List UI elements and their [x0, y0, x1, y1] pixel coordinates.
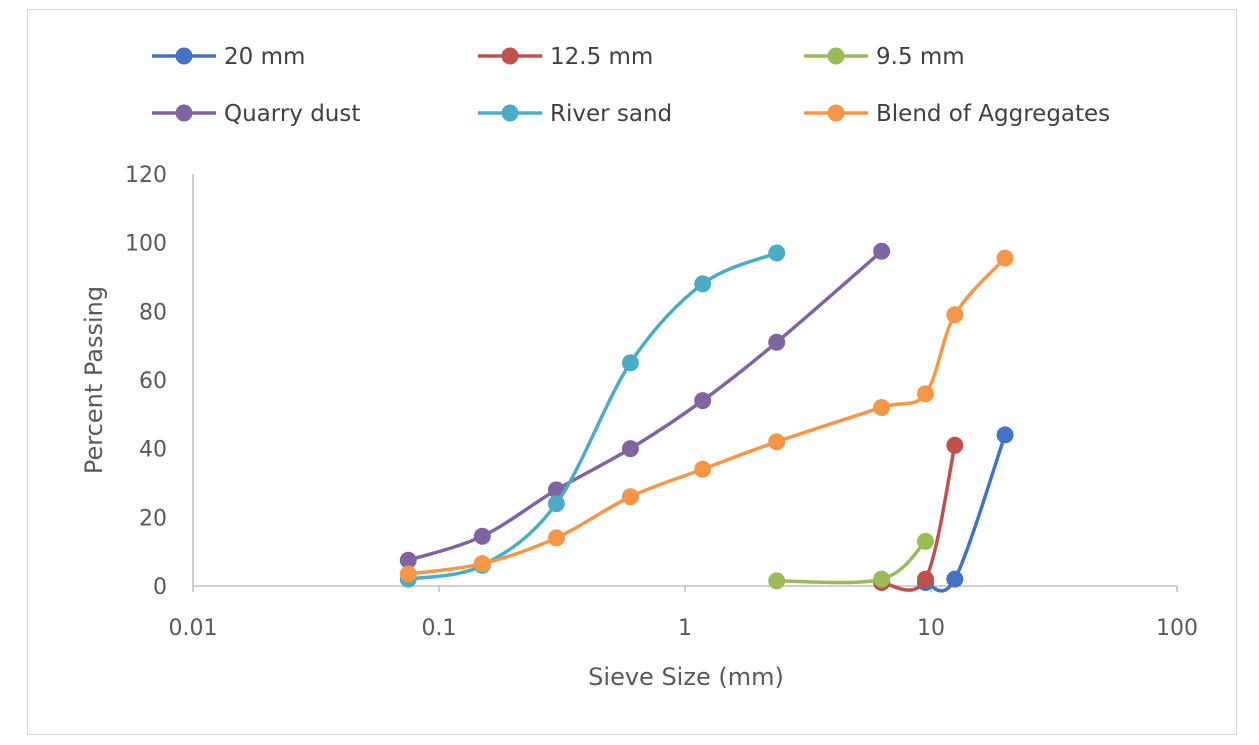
data-point-quarry-dust — [694, 392, 712, 410]
data-point-river-sand — [547, 495, 565, 513]
series-line-quarry-dust — [406, 249, 884, 562]
data-point-blend-of-aggregates — [473, 555, 491, 573]
data-point-blend-of-aggregates — [873, 398, 891, 416]
y-tick-label: 0 — [153, 575, 167, 600]
data-point-20-mm — [996, 426, 1014, 444]
legend-item-quarry-dust: Quarry dust — [152, 101, 360, 127]
legend-label: 9.5 mm — [876, 44, 965, 70]
data-point-9-5-mm — [873, 570, 891, 588]
y-tick-label: 60 — [139, 369, 167, 394]
legend-label: Blend of Aggregates — [876, 101, 1110, 127]
legend-item-20-mm: 20 mm — [152, 44, 305, 70]
chart-frame — [27, 9, 1237, 735]
data-point-river-sand — [694, 275, 712, 293]
x-axis-title: Sieve Size (mm) — [588, 663, 784, 691]
data-point-12-5-mm — [917, 570, 935, 588]
data-point-river-sand — [621, 354, 639, 372]
legend-swatch-marker — [827, 47, 845, 65]
legend-item-river-sand: River sand — [478, 101, 672, 127]
data-point-blend-of-aggregates — [768, 433, 786, 451]
data-point-blend-of-aggregates — [547, 529, 565, 547]
data-point-blend-of-aggregates — [399, 565, 417, 583]
series-line-12-5-mm — [879, 443, 957, 592]
legend-swatch-marker — [501, 47, 519, 65]
y-tick-label: 120 — [125, 163, 167, 188]
data-point-9-5-mm — [768, 572, 786, 590]
series-river-sand — [399, 244, 786, 588]
series-blend-of-aggregates — [399, 249, 1014, 583]
data-point-river-sand — [768, 244, 786, 262]
data-point-quarry-dust — [621, 440, 639, 458]
data-point-quarry-dust — [473, 527, 491, 545]
x-tick-label: 0.1 — [422, 616, 457, 641]
x-tick-label: 10 — [917, 616, 945, 641]
series-12-5-mm — [873, 436, 964, 592]
x-tick-label: 1 — [678, 616, 692, 641]
legend-item-12-5-mm: 12.5 mm — [478, 44, 653, 70]
series-line-blend-of-aggregates — [406, 256, 1007, 576]
legend-item-9-5-mm: 9.5 mm — [804, 44, 965, 70]
series-quarry-dust — [399, 242, 891, 569]
data-point-9-5-mm — [917, 532, 935, 550]
legend-label: 20 mm — [224, 44, 305, 70]
data-point-blend-of-aggregates — [621, 488, 639, 506]
y-tick-label: 20 — [139, 506, 167, 531]
data-point-quarry-dust — [768, 333, 786, 351]
legend-item-blend-of-aggregates: Blend of Aggregates — [804, 101, 1110, 127]
x-tick-label: 100 — [1156, 616, 1198, 641]
data-point-quarry-dust — [873, 242, 891, 260]
series-line-20-mm — [923, 433, 1007, 593]
data-point-blend-of-aggregates — [946, 306, 964, 324]
series-line-9-5-mm — [774, 539, 928, 585]
legend-swatch-marker — [501, 104, 519, 122]
data-point-blend-of-aggregates — [917, 385, 935, 403]
legend-label: Quarry dust — [224, 101, 360, 127]
x-tick-label: 0.01 — [169, 616, 218, 641]
data-point-12-5-mm — [946, 436, 964, 454]
series-line-river-sand — [406, 251, 779, 581]
data-point-quarry-dust — [399, 551, 417, 569]
series-group — [399, 242, 1014, 593]
series-9-5-mm — [768, 532, 935, 590]
series-20-mm — [917, 426, 1014, 593]
y-axis: 0 20 40 60 80 100 120 — [125, 163, 194, 600]
y-axis-title: Percent Passing — [80, 286, 108, 474]
legend-swatch-marker — [827, 104, 845, 122]
x-axis: 0.01 0.1 1 10 100 — [169, 585, 1198, 641]
data-point-blend-of-aggregates — [694, 460, 712, 478]
y-tick-label: 100 — [125, 232, 167, 257]
legend-label: 12.5 mm — [550, 44, 653, 70]
legend-swatch-marker — [175, 47, 193, 65]
data-point-20-mm — [946, 570, 964, 588]
legend-label: River sand — [550, 101, 672, 127]
legend: 20 mm 12.5 mm 9.5 mm Quarry dust River sand B… — [152, 44, 1110, 127]
legend-swatch-marker — [175, 104, 193, 122]
y-tick-label: 40 — [139, 438, 167, 463]
data-point-blend-of-aggregates — [996, 249, 1014, 267]
y-tick-label: 80 — [139, 300, 167, 325]
data-point-quarry-dust — [547, 481, 565, 499]
